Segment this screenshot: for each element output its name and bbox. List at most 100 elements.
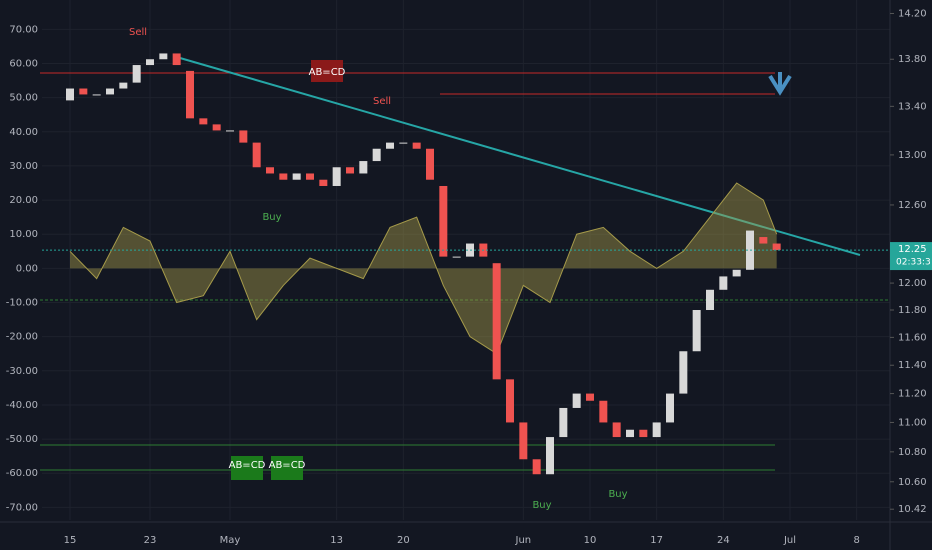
abcd-label: AB=CD [309, 67, 346, 78]
x-tick-label: 10 [584, 535, 597, 546]
candle-body [199, 118, 208, 125]
candle-body [119, 82, 128, 89]
x-tick-label: 13 [330, 535, 343, 546]
candle-body [652, 422, 661, 438]
candle-body [159, 53, 168, 60]
x-tick-label: 23 [144, 535, 157, 546]
candle-body [519, 422, 528, 460]
y2-tick-label: 12.00 [898, 278, 927, 289]
y-tick-label: 60.00 [9, 59, 38, 70]
y-tick-label: -20.00 [6, 332, 38, 343]
x-tick-label: Jul [783, 535, 796, 546]
y-tick-label: 70.00 [9, 24, 38, 35]
y2-tick-label: 12.60 [898, 200, 927, 211]
x-tick-label: 17 [650, 535, 663, 546]
y-tick-label: 0.00 [16, 263, 38, 274]
candle-body [92, 94, 101, 96]
candle-body [626, 429, 634, 438]
y2-tick-label: 11.80 [898, 305, 927, 316]
oscillator-line [69, 182, 778, 355]
candle-body [359, 161, 368, 174]
y-tick-label: -30.00 [6, 366, 38, 377]
candle-body [492, 263, 501, 380]
y-tick-label: 50.00 [9, 93, 38, 104]
candle-body [559, 407, 568, 438]
candle-body [319, 179, 328, 186]
candle-body [426, 148, 434, 180]
abcd-label: AB=CD [229, 460, 266, 471]
trend-line [179, 57, 861, 256]
x-tick-label: May [220, 535, 241, 546]
y2-tick-label: 10.60 [898, 477, 927, 488]
candle-body [372, 148, 381, 162]
x-tick-label: 24 [717, 535, 730, 546]
candle-body [212, 124, 221, 131]
countdown-label: 02:33:3 [896, 258, 931, 268]
candle-body [132, 65, 141, 83]
plot [42, 53, 890, 475]
candle-body [399, 142, 408, 144]
candle-body [386, 142, 394, 149]
candle-body [186, 70, 194, 119]
candle-body [252, 142, 261, 168]
y-tick-label: 20.00 [9, 195, 38, 206]
candle-body [506, 379, 514, 423]
candle-body [412, 142, 421, 149]
axes: 15 23 May 13 20 Jun 10 17 24 Jul 8 70.00 60.00 50.00 4… [6, 8, 932, 546]
abcd-badge [311, 60, 343, 82]
y-tick-label: -60.00 [6, 468, 38, 479]
candle-body [599, 400, 608, 423]
candle-body [772, 243, 781, 251]
y-tick-label: 30.00 [9, 161, 38, 172]
candle-body [332, 167, 341, 186]
y2-tick-label: 13.80 [898, 54, 927, 65]
oscillator-area [70, 183, 777, 354]
candle-body [692, 310, 701, 352]
y2-tick-label: 10.80 [898, 447, 927, 458]
y-tick-label: -10.00 [6, 298, 38, 309]
candle-body [266, 167, 274, 174]
candle-body [532, 459, 541, 475]
candle-body [172, 53, 181, 66]
candle-body [439, 185, 448, 257]
x-tick-label: Jun [515, 535, 532, 546]
sell-label: Sell [129, 27, 147, 38]
candle-body [279, 173, 288, 180]
abcd-badge [271, 456, 303, 480]
sell-label: Sell [373, 96, 391, 107]
buy-label: Buy [262, 212, 281, 223]
candle-body [66, 88, 74, 101]
y-tick-label: 40.00 [9, 127, 38, 138]
x-tick-label: 20 [397, 535, 410, 546]
candle-body [666, 393, 674, 423]
candle-body [106, 88, 114, 95]
candle-body [679, 351, 688, 394]
y2-tick-label: 11.40 [898, 360, 927, 371]
candle-body [759, 237, 768, 244]
candle-body [732, 269, 741, 277]
y2-tick-label: 10.42 [898, 504, 927, 515]
y-tick-label: -50.00 [6, 434, 38, 445]
abcd-badge [231, 456, 263, 480]
y2-tick-label: 13.40 [898, 101, 927, 112]
candle-body [719, 276, 728, 290]
y2-tick-label: 11.60 [898, 332, 927, 343]
candle-body [639, 429, 648, 438]
x-tick-label: 15 [64, 535, 77, 546]
candle-body [572, 393, 581, 408]
y-tick-label: -70.00 [6, 502, 38, 513]
last-price-label: 12.25 [898, 244, 927, 255]
candle-body [586, 393, 594, 401]
buy-label: Buy [608, 489, 627, 500]
y2-tick-label: 11.00 [898, 417, 927, 428]
candle-body [452, 256, 461, 258]
y-tick-label: -40.00 [6, 400, 38, 411]
price-badge [890, 242, 932, 271]
candle-body [306, 173, 314, 180]
candle-body [239, 130, 248, 143]
candle-body [146, 59, 154, 66]
candle-body [292, 173, 301, 180]
buy-label: Buy [532, 500, 551, 511]
